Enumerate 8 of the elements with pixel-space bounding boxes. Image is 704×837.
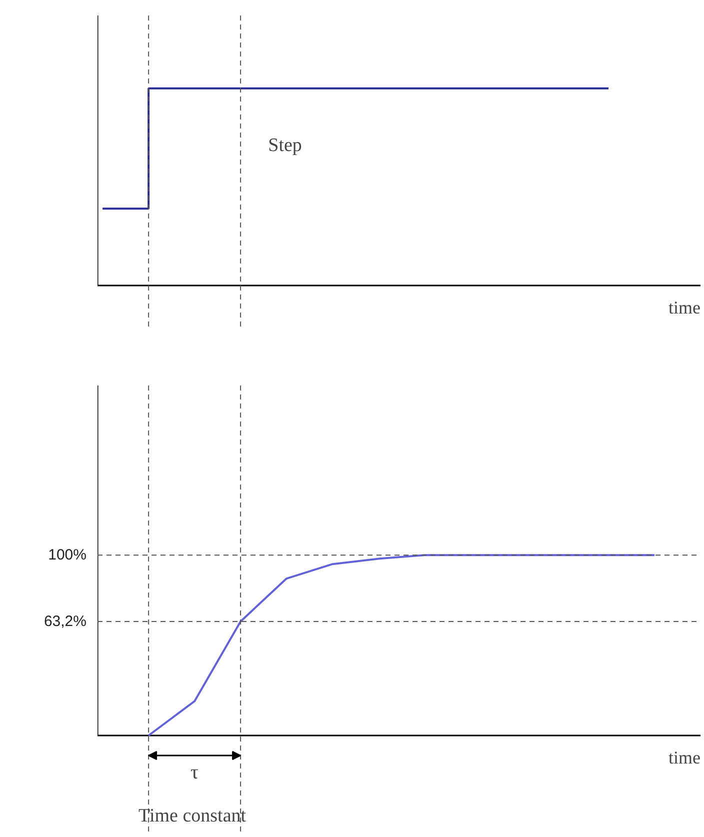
text: τ: [190, 762, 199, 784]
annotation: Step: [268, 135, 302, 156]
line-series: [148, 554, 656, 736]
y-tick-label: 63,2%: [44, 612, 87, 630]
y-tick-label: 100%: [48, 546, 87, 564]
x-axis-title: time: [668, 748, 701, 768]
text: Time constant: [138, 806, 247, 826]
x-axis-title: time: [668, 298, 701, 318]
